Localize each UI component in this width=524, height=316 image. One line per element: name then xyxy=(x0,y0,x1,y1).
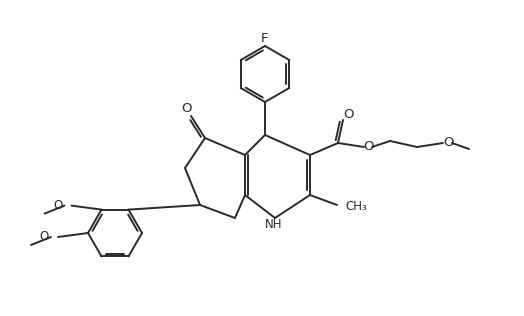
Text: O: O xyxy=(364,141,374,154)
Text: F: F xyxy=(261,33,269,46)
Text: NH: NH xyxy=(265,218,283,232)
Text: O: O xyxy=(343,107,353,120)
Text: O: O xyxy=(39,230,49,244)
Text: CH₃: CH₃ xyxy=(345,200,367,214)
Text: O: O xyxy=(443,137,453,149)
Text: O: O xyxy=(182,102,192,116)
Text: O: O xyxy=(53,199,62,212)
